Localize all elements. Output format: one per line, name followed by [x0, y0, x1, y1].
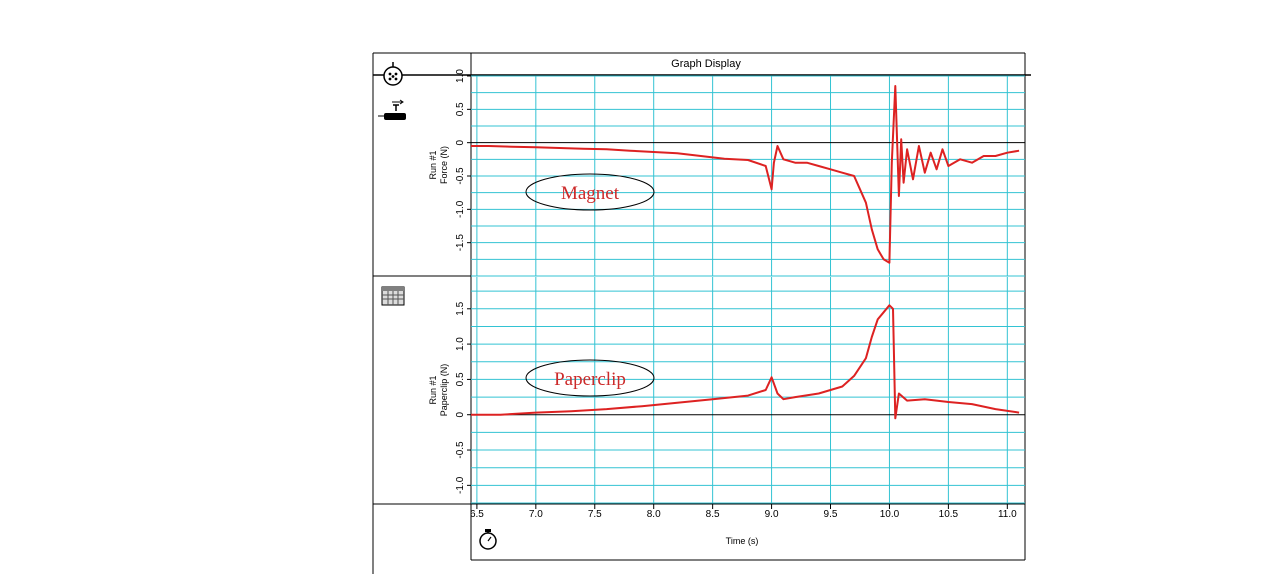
time-x-label: Time (s) — [726, 536, 759, 546]
ytick-label-1-4: 1.0 — [455, 337, 466, 351]
force-y-label-quantity: Force (N) — [439, 146, 449, 184]
ytick-label-0-4: 0.5 — [455, 102, 466, 116]
force-probe-icon[interactable] — [378, 99, 406, 120]
force-y-axis: -1.5 -1.0 -0.5 0 0.5 1.0 — [455, 69, 471, 252]
ytick-label-1-3: 0.5 — [455, 372, 466, 386]
ytick-label-1-0: -1.0 — [455, 476, 466, 494]
series-line-1-0 — [471, 304, 1020, 420]
xtick-label-5: 9.0 — [765, 509, 779, 520]
paperclip-y-label-run: Run #1 — [428, 375, 438, 404]
xtick-label-1: 7.0 — [529, 509, 543, 520]
paperclip-y-label-quantity: Paperclip (N) — [439, 364, 449, 417]
paperclip-grid — [471, 277, 1025, 504]
ytick-label-0-1: -1.0 — [455, 200, 466, 218]
paperclip-plot-panel: -1.0-0.500.51.01.5 Run #1 Paperclip (N) … — [428, 277, 1025, 504]
ytick-label-1-5: 1.5 — [455, 301, 466, 315]
ytick-label-0-5: 1.0 — [455, 69, 466, 83]
force-series — [471, 85, 1020, 264]
xtick-label-8: 10.5 — [939, 509, 959, 520]
xtick-label-6: 9.5 — [824, 509, 838, 520]
paperclip-y-axis: -1.0 -0.5 0 0.5 1.0 1.5 — [455, 301, 471, 494]
force-grid — [471, 75, 1025, 277]
window-title: Graph Display — [671, 58, 741, 70]
xtick-label-4: 8.5 — [706, 509, 720, 520]
xtick-label-7: 10.0 — [880, 509, 900, 520]
ytick-label-0-0: -1.5 — [455, 234, 466, 252]
paperclip-y-label: Run #1 Paperclip (N) — [428, 364, 449, 417]
series-line-0-0 — [471, 85, 1020, 264]
xtick-label-9: 11.0 — [998, 509, 1017, 520]
magnet-annotation: Magnet — [525, 173, 655, 211]
table-icon[interactable] — [381, 286, 405, 306]
xtick-label-0: 6.5 — [470, 509, 484, 520]
force-y-label-run: Run #1 — [428, 150, 438, 179]
paperclip-annotation-text: Paperclip — [554, 369, 626, 390]
xtick-label-3: 8.0 — [647, 509, 661, 520]
ytick-label-0-3: 0 — [455, 139, 466, 145]
ytick-label-1-2: 0 — [455, 412, 466, 418]
ytick-label-1-1: -0.5 — [455, 441, 466, 459]
xtick-label-2: 7.5 — [588, 509, 602, 520]
magnet-annotation-text: Magnet — [561, 183, 620, 204]
force-y-label: Run #1 Force (N) — [428, 146, 449, 184]
stopwatch-icon[interactable] — [479, 529, 497, 550]
sensor-plug-icon[interactable] — [383, 62, 403, 86]
ytick-label-0-2: -0.5 — [455, 167, 466, 185]
paperclip-series — [471, 304, 1020, 420]
time-x-axis: 6.5 7.0 7.5 8.0 8.5 9.0 9.5 10.0 10.5 11.0 — [470, 504, 1017, 520]
force-plot-panel: -1.5 -1.0 -0.5 0 0.5 1.0 Run #1 Force (N) Mag… — [428, 69, 1025, 277]
paperclip-annotation: Paperclip — [525, 359, 655, 397]
